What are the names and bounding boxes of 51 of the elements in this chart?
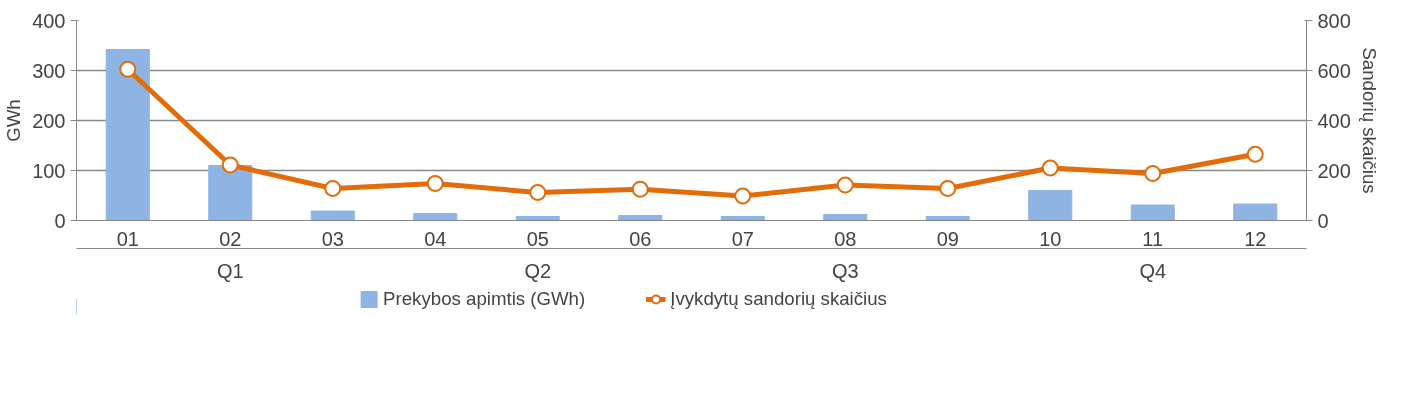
y-tick-label: 300 — [32, 59, 66, 82]
bar — [105, 49, 150, 221]
point — [221, 156, 239, 174]
text: Q1 — [216, 259, 244, 282]
text: Q3 — [831, 259, 859, 282]
x-tick-label: 08 — [834, 227, 857, 250]
x-tick-label: 02 — [219, 227, 242, 250]
point — [939, 180, 957, 197]
bar — [618, 215, 663, 221]
x-tick-label: 04 — [424, 227, 447, 250]
bar — [1130, 204, 1175, 221]
x-tick-label: 10 — [1039, 227, 1062, 250]
point — [1144, 165, 1162, 182]
y2-tick-label: 800 — [1317, 9, 1351, 32]
y2-axis-title: Sandorių skaičius — [1358, 47, 1380, 194]
point — [1041, 159, 1059, 177]
y-tick-label: 400 — [32, 9, 66, 32]
point — [1246, 145, 1264, 163]
point — [631, 180, 649, 198]
y-axis-title: GWh — [3, 99, 25, 142]
point — [529, 184, 547, 201]
x-tick-label: 09 — [936, 227, 959, 250]
point — [836, 176, 854, 194]
bar — [208, 165, 253, 221]
y2-tick-label: 200 — [1317, 159, 1351, 182]
x-tick-label: 07 — [731, 227, 754, 250]
point — [119, 60, 137, 78]
legend-label: Įvykdytų sandorių skaičius — [670, 288, 887, 310]
bar — [1028, 190, 1073, 221]
y2-tick-label: 400 — [1317, 109, 1351, 132]
y-tick-label: 100 — [32, 159, 66, 182]
x-tick-label: 03 — [321, 227, 344, 250]
bar — [823, 214, 868, 221]
x-tick-label: 01 — [116, 227, 139, 250]
y-tick-label: 200 — [32, 109, 66, 132]
text: Q4 — [1139, 259, 1167, 282]
y-tick-label: 0 — [54, 209, 66, 232]
text: Q2 — [524, 259, 552, 282]
y2-tick-label: 0 — [1317, 209, 1329, 232]
x-tick-label: 06 — [629, 227, 652, 250]
x-tick-label: 11 — [1142, 227, 1164, 250]
bar — [413, 213, 458, 221]
bar — [1233, 203, 1278, 221]
legend-label: Prekybos apimtis (GWh) — [383, 288, 586, 310]
bar — [310, 210, 355, 221]
x-tick-label: 12 — [1244, 227, 1267, 250]
point — [324, 180, 342, 197]
point — [734, 187, 752, 205]
y2-tick-label: 600 — [1317, 59, 1351, 82]
point — [426, 175, 444, 192]
x-tick-label: 05 — [526, 227, 549, 250]
